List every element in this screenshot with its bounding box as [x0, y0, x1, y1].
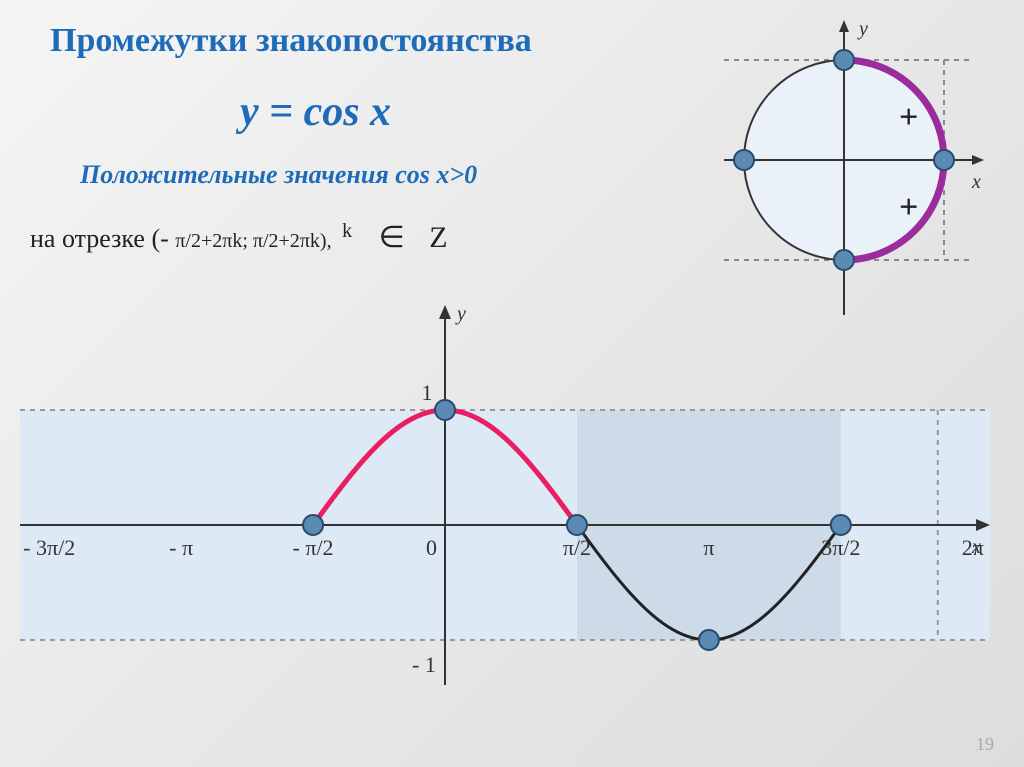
interval-in: ∈ — [379, 221, 405, 254]
y-axis-label: y — [455, 303, 466, 325]
x-tick-5: π — [703, 535, 714, 560]
dot-right — [934, 150, 954, 170]
x-tick-6: 3π/2 — [821, 535, 860, 560]
plus-q1: + — [899, 99, 918, 136]
circle-x-label: x — [971, 171, 981, 193]
x-tick-7: 2π — [962, 535, 984, 560]
x-tick-2: - π/2 — [293, 535, 334, 560]
dot-left — [734, 150, 754, 170]
unit-circle: y x + + — [714, 20, 994, 320]
interval-second: π/2+2πk), — [253, 230, 332, 252]
x-axis-arrow — [972, 155, 984, 165]
y-axis-arrow — [839, 20, 849, 32]
dot-top — [834, 50, 854, 70]
page-title: Промежутки знакопостоянства — [50, 22, 532, 60]
x-tick-0: - 3π/2 — [23, 535, 75, 560]
interval-open: - — [160, 224, 175, 253]
circle-y-label: y — [857, 20, 868, 40]
interval-text: на отрезке (- π/2+2πk; π/2+2πk), k ∈ Z — [30, 220, 448, 255]
x-tick-1: - π — [169, 535, 193, 560]
interval-prefix: на отрезке — [30, 224, 151, 253]
dot-bottom — [834, 250, 854, 270]
page-number: 19 — [976, 734, 994, 755]
y-tick-neg1: - 1 — [412, 652, 436, 677]
graph-dot-1 — [435, 400, 455, 420]
graph-dot-4 — [831, 515, 851, 535]
graph-dot-2 — [567, 515, 587, 535]
interval-k: k — [342, 220, 352, 242]
cosine-graph: yx- 3π/2- π- π/20π/2π3π/22π1- 1 — [20, 290, 990, 695]
x-tick-3: 0 — [426, 535, 437, 560]
y-axis-arrow — [439, 305, 451, 319]
graph-dot-0 — [303, 515, 323, 535]
y-tick-1: 1 — [422, 380, 433, 405]
interval-first: π/2+2πk; — [175, 230, 253, 252]
plus-q4: + — [899, 189, 918, 226]
formula: y = cos x — [240, 88, 391, 136]
interval-Z: Z — [429, 221, 447, 254]
subtitle: Положительные значения cos x>0 — [80, 160, 477, 190]
graph-dot-3 — [699, 630, 719, 650]
